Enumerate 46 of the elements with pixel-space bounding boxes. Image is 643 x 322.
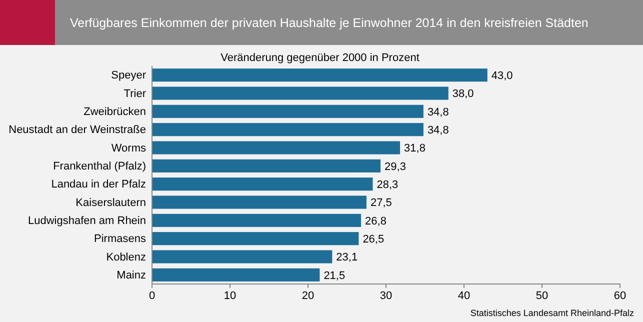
y-tick-label: Zweibrücken (84, 106, 146, 118)
data-label: 43,0 (491, 70, 513, 82)
bar (152, 68, 488, 82)
data-label: 23,1 (336, 252, 358, 264)
y-tick-label: Pirmasens (94, 233, 146, 246)
bar (152, 214, 362, 227)
x-tick-label: 0 (148, 290, 156, 302)
y-tick-label: Trier (124, 88, 146, 100)
bar (152, 104, 424, 118)
bar (152, 178, 373, 191)
bar (152, 159, 381, 172)
data-label: 34,8 (427, 106, 449, 118)
x-tick-label: 60 (614, 290, 626, 302)
x-tick-label: 50 (536, 290, 548, 302)
bar (152, 232, 359, 246)
bar (152, 123, 424, 136)
bar (152, 268, 320, 282)
data-label: 26,5 (362, 233, 384, 246)
data-label: 31,8 (404, 142, 426, 155)
x-tick-label: 10 (224, 290, 236, 302)
x-tick-label: 20 (302, 290, 314, 302)
chart-title: Verfügbares Einkommen der privaten Haushalte je Einwohner 2014 in den kreisfreien Städten (70, 16, 588, 30)
y-tick-label: Koblenz (106, 251, 146, 264)
data-label: 26,8 (365, 215, 386, 228)
chart-subtitle: Veränderung gegenüber 2000 in Prozent (220, 52, 420, 64)
y-tick-label: Worms (111, 142, 146, 154)
y-tick-label: Neustadt an der Weinstraße (8, 124, 146, 136)
data-label: 21,5 (324, 270, 346, 282)
bar (152, 250, 332, 264)
y-tick-label: Kaiserslautern (76, 196, 146, 209)
x-tick-label: 30 (380, 290, 392, 302)
y-tick-label: Mainz (116, 269, 146, 282)
data-label: 27,5 (370, 197, 392, 210)
x-tick-label: 40 (458, 290, 470, 302)
data-label: 28,3 (376, 178, 398, 191)
bar (152, 196, 366, 209)
y-tick-label: Ludwigshafen am Rhein (28, 214, 146, 227)
text: Statistisches Landesamt Rheinland-Pfalz (470, 308, 634, 318)
data-label: 34,8 (427, 124, 449, 136)
y-tick-label: Frankenthal (Pfalz) (53, 160, 146, 172)
data-label: 29,3 (384, 160, 406, 173)
bar (152, 141, 400, 154)
y-tick-label: Landau in der Pfalz (51, 178, 146, 191)
bar (152, 86, 448, 100)
data-label: 38,0 (452, 88, 474, 100)
y-tick-label: Speyer (111, 70, 146, 82)
